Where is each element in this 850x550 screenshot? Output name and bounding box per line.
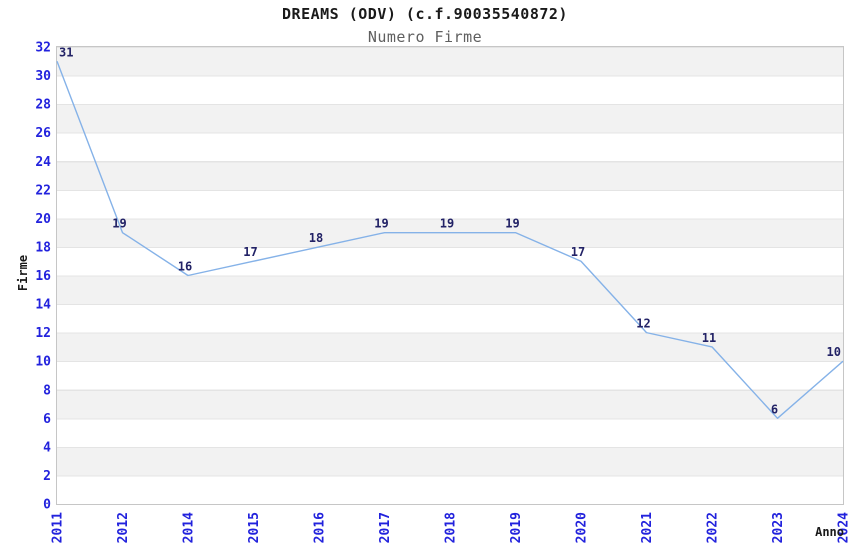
- x-tick-label: 2019: [509, 512, 524, 543]
- point-value-label: 19: [505, 217, 519, 231]
- point-value-label: 17: [243, 245, 257, 259]
- y-tick-label: 0: [43, 498, 51, 513]
- y-tick-label: 12: [35, 326, 51, 341]
- point-value-label: 18: [309, 231, 323, 245]
- point-value-label: 6: [771, 402, 778, 416]
- x-tick-label: 2021: [640, 512, 655, 543]
- point-value-label: 19: [112, 217, 126, 231]
- point-value-label: 16: [178, 260, 192, 274]
- x-tick-label: 2020: [575, 512, 590, 543]
- y-tick-label: 28: [35, 98, 51, 113]
- y-tick-label: 14: [35, 298, 51, 313]
- x-tick-label: 2018: [444, 512, 459, 543]
- x-tick-label: 2014: [182, 512, 197, 543]
- chart-subtitle: Numero Firme: [367, 28, 483, 46]
- y-tick-label: 18: [35, 240, 51, 255]
- x-tick-label: 2015: [247, 512, 262, 543]
- point-value-label: 31: [59, 45, 73, 59]
- x-tick-label: 2017: [378, 512, 393, 543]
- y-tick-label: 32: [35, 41, 51, 56]
- y-tick-label: 2: [43, 469, 51, 484]
- point-value-label: 17: [571, 245, 585, 259]
- trend-line: [56, 61, 844, 420]
- point-value-label: 19: [440, 217, 454, 231]
- y-tick-label: 10: [35, 355, 51, 370]
- chart-title: DREAMS (ODV) (c.f.90035540872): [282, 5, 568, 23]
- x-tick-label: 2012: [116, 512, 131, 543]
- y-tick-label: 4: [43, 440, 51, 455]
- y-tick-label: 22: [35, 183, 51, 198]
- y-tick-label: 26: [35, 126, 51, 141]
- y-tick-label: 30: [35, 69, 51, 84]
- x-tick-label: 2011: [51, 512, 66, 543]
- point-value-label: 12: [636, 317, 650, 331]
- y-tick-label: 6: [43, 412, 51, 427]
- y-tick-label: 20: [35, 212, 51, 227]
- plot-area: 0 2 4 6 8 10 12 14 16 18 20 22 24 26 28 30 32 2011 2012 201…: [35, 41, 850, 544]
- point-value-label: 19: [374, 217, 388, 231]
- y-tick-label: 16: [35, 269, 51, 284]
- y-axis-label: Firme: [16, 254, 30, 292]
- x-axis-label: Anno: [815, 525, 844, 539]
- x-tick-label: 2023: [771, 512, 786, 543]
- y-tick-label: 24: [35, 155, 51, 170]
- y-tick-label: 8: [43, 383, 51, 398]
- x-tick-label: 2024: [837, 512, 850, 543]
- point-value-label: 11: [702, 331, 716, 345]
- x-tick-label: 2016: [313, 512, 328, 543]
- x-tick-label: 2022: [706, 512, 721, 543]
- point-value-label: 10: [827, 345, 841, 359]
